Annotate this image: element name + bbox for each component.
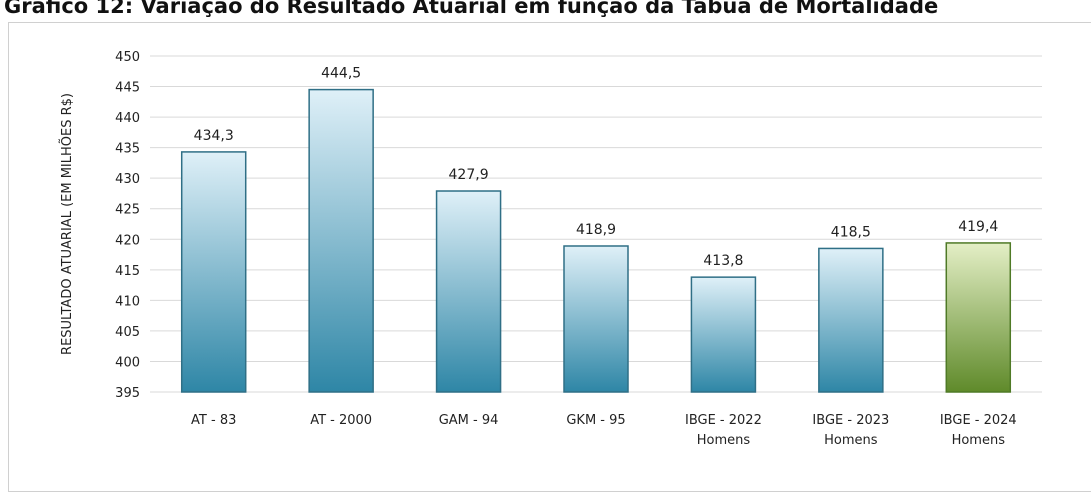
- bar: [945, 242, 1012, 393]
- data-label: 427,9: [449, 167, 489, 183]
- bar: [563, 245, 629, 393]
- x-tick-label: Homens: [697, 433, 751, 448]
- y-tick-label: 445: [115, 81, 140, 96]
- data-label: 413,8: [703, 253, 743, 269]
- y-tick-label: 450: [115, 50, 140, 65]
- y-tick-label: 405: [115, 325, 140, 340]
- bar: [818, 247, 884, 393]
- bar: [690, 276, 757, 393]
- data-label: 418,5: [831, 224, 871, 240]
- data-label: 444,5: [321, 66, 361, 82]
- x-tick-label: GKM - 95: [566, 413, 625, 428]
- x-tick-label: IBGE - 2024: [940, 413, 1017, 428]
- x-tick-label: IBGE - 2022: [685, 413, 762, 428]
- x-tick-label: IBGE - 2023: [812, 413, 889, 428]
- y-tick-label: 420: [115, 233, 140, 248]
- y-tick-label: 415: [115, 264, 140, 279]
- y-tick-label: 425: [115, 203, 140, 218]
- y-tick-label: 410: [115, 294, 140, 309]
- bar: [180, 151, 247, 393]
- y-tick-label: 435: [115, 142, 140, 157]
- data-label: 419,4: [958, 219, 998, 235]
- chart-title: Gráfico 12: Variação do Resultado Atuari…: [4, 0, 939, 18]
- data-label: 434,3: [194, 128, 234, 144]
- y-tick-label: 440: [115, 111, 140, 126]
- y-tick-label: 395: [115, 386, 140, 401]
- bar: [435, 190, 502, 393]
- y-axis-title: RESULTADO ATUARIAL (EM MILHÕES R$): [59, 93, 75, 355]
- y-tick-label: 400: [115, 355, 140, 370]
- x-tick-label: GAM - 94: [439, 413, 499, 428]
- x-tick-label: AT - 83: [191, 413, 236, 428]
- data-label: 418,9: [576, 222, 616, 238]
- x-tick-label: Homens: [952, 433, 1006, 448]
- bar: [308, 88, 374, 393]
- y-tick-label: 430: [115, 172, 140, 187]
- x-tick-label: AT - 2000: [310, 413, 372, 428]
- x-tick-label: Homens: [824, 433, 878, 448]
